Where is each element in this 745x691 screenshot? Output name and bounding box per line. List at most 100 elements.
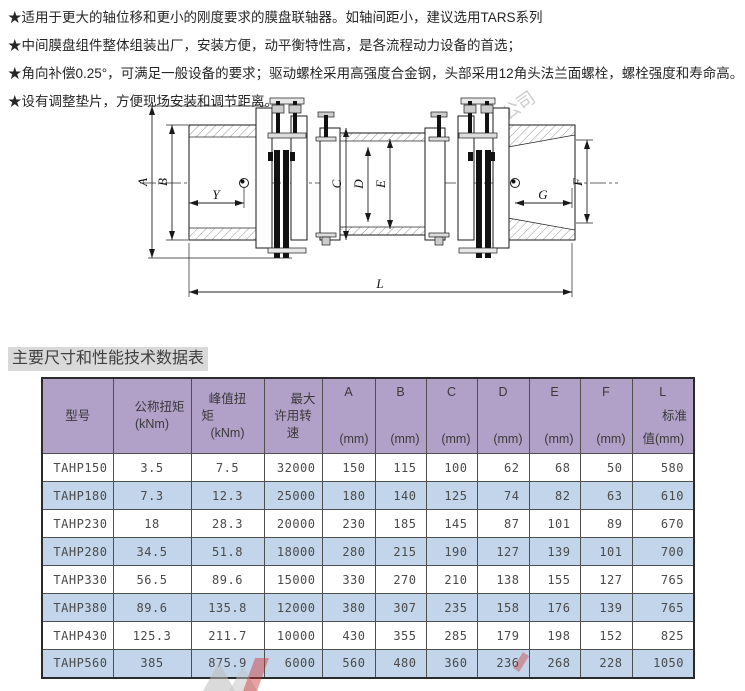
cell-f: 50 <box>579 453 633 482</box>
cell-peak: 875.9 <box>190 649 265 678</box>
col-header-peak-torque: 峰值扭矩 (kNm) <box>190 377 265 454</box>
col-header-model: 型号 <box>41 377 114 454</box>
cell-model: TAHP180 <box>41 481 114 510</box>
cell-f: 63 <box>579 481 633 510</box>
cell-peak: 135.8 <box>190 593 265 622</box>
dim-label-e: E <box>373 180 388 189</box>
cell-e: 139 <box>528 537 581 566</box>
cell-model: TAHP230 <box>41 509 114 538</box>
cell-c: 190 <box>425 537 478 566</box>
cell-b: 307 <box>374 593 427 622</box>
cell-l: 825 <box>631 621 695 650</box>
dim-label-b: B <box>155 178 170 186</box>
cell-nominal: 7.3 <box>112 481 192 510</box>
feature-list: ★适用于更大的轴位移和更小的刚度要求的膜盘联轴器。如轴间距小，建议选用TARS系… <box>8 4 740 116</box>
cell-e: 176 <box>528 593 581 622</box>
cell-model: TAHP280 <box>41 537 114 566</box>
cell-nominal: 18 <box>112 509 192 538</box>
table-row: TAHP380 89.6 135.8 12000 380 307 235 158… <box>41 593 695 622</box>
cell-c: 100 <box>425 453 478 482</box>
bolt-hardware <box>267 97 498 246</box>
cell-f: 139 <box>579 593 633 622</box>
section-title: 主要尺寸和性能技术数据表 <box>8 347 209 371</box>
cell-a: 430 <box>321 621 376 650</box>
dimension-labels: A B C D E F Y G L <box>135 177 585 291</box>
cell-nominal: 3.5 <box>112 453 192 482</box>
cell-d: 138 <box>476 565 530 594</box>
dim-label-c: C <box>329 179 344 188</box>
cell-nominal: 34.5 <box>112 537 192 566</box>
cell-nominal: 125.3 <box>112 621 192 650</box>
col-header-max-speed: 最大 许用转速 <box>263 377 323 454</box>
col-header-f: F (mm) <box>579 377 633 454</box>
cell-b: 115 <box>374 453 427 482</box>
cell-peak: 12.3 <box>190 481 265 510</box>
cell-peak: 89.6 <box>190 565 265 594</box>
feature-item: ★设有调整垫片，方便现场安装和调节距离。 <box>8 94 278 109</box>
col-header-b: B (mm) <box>374 377 427 454</box>
cell-peak: 51.8 <box>190 537 265 566</box>
table-row: TAHP280 34.5 51.8 18000 280 215 190 127 … <box>41 537 695 566</box>
cell-model: TAHP330 <box>41 565 114 594</box>
col-header-nominal-torque: 公称扭矩 (kNm) <box>112 377 192 454</box>
cell-l: 765 <box>631 565 695 594</box>
cell-speed: 32000 <box>263 453 323 482</box>
cell-c: 285 <box>425 621 478 650</box>
cell-peak: 211.7 <box>190 621 265 650</box>
cell-d: 87 <box>476 509 530 538</box>
cell-c: 125 <box>425 481 478 510</box>
cell-a: 150 <box>321 453 376 482</box>
cell-speed: 10000 <box>263 621 323 650</box>
cell-l: 765 <box>631 593 695 622</box>
cell-peak: 7.5 <box>190 453 265 482</box>
cell-speed: 25000 <box>263 481 323 510</box>
cell-d: 127 <box>476 537 530 566</box>
cell-peak: 28.3 <box>190 509 265 538</box>
cell-e: 155 <box>528 565 581 594</box>
col-header-l: L 标准 值(mm) <box>631 377 695 454</box>
dim-label-f: F <box>570 177 585 187</box>
cell-e: 82 <box>528 481 581 510</box>
col-header-e: E (mm) <box>528 377 581 454</box>
dimension-lines <box>148 105 593 297</box>
cell-e: 101 <box>528 509 581 538</box>
cell-a: 560 <box>321 649 376 678</box>
center-spacer <box>319 127 446 241</box>
cell-nominal: 56.5 <box>112 565 192 594</box>
cell-f: 152 <box>579 621 633 650</box>
cell-d: 236 <box>476 649 530 678</box>
cell-model: TAHP150 <box>41 453 114 482</box>
cell-f: 127 <box>579 565 633 594</box>
cell-speed: 15000 <box>263 565 323 594</box>
cell-d: 74 <box>476 481 530 510</box>
cell-l: 1050 <box>631 649 695 678</box>
table-row: TAHP230 18 28.3 20000 230 185 145 87 101… <box>41 509 695 538</box>
cell-l: 580 <box>631 453 695 482</box>
cell-e: 268 <box>528 649 581 678</box>
cell-speed: 20000 <box>263 509 323 538</box>
data-table-wrapper: 型号 公称扭矩 (kNm) 峰值扭矩 (kNm) 最大 许用转速 A (mm) B (mm… <box>41 377 695 679</box>
table-row: TAHP430 125.3 211.7 10000 430 355 285 17… <box>41 621 695 650</box>
cell-f: 89 <box>579 509 633 538</box>
left-flange-membrane-pack <box>255 107 308 258</box>
dim-label-d: D <box>351 179 366 190</box>
dimensions-performance-table: 型号 公称扭矩 (kNm) 峰值扭矩 (kNm) 最大 许用转速 A (mm) B (mm… <box>41 377 695 679</box>
col-header-d: D (mm) <box>476 377 530 454</box>
cell-e: 198 <box>528 621 581 650</box>
feature-item: ★角向补偿0.25°，可满足一般设备的要求；驱动螺栓采用高强度合金钢，头部采用1… <box>8 66 740 81</box>
cell-l: 610 <box>631 481 695 510</box>
dim-label-y: Y <box>212 187 221 202</box>
cell-model: TAHP560 <box>41 649 114 678</box>
cell-b: 270 <box>374 565 427 594</box>
cell-b: 480 <box>374 649 427 678</box>
cell-b: 215 <box>374 537 427 566</box>
feature-item: ★适用于更大的轴位移和更小的刚度要求的膜盘联轴器。如轴间距小，建议选用TARS系… <box>8 10 543 25</box>
cell-c: 145 <box>425 509 478 538</box>
cell-b: 185 <box>374 509 427 538</box>
cell-d: 158 <box>476 593 530 622</box>
table-row: TAHP150 3.5 7.5 32000 150 115 100 62 68 … <box>41 453 695 482</box>
lube-hole-markers <box>239 178 520 188</box>
cell-c: 360 <box>425 649 478 678</box>
cell-l: 670 <box>631 509 695 538</box>
